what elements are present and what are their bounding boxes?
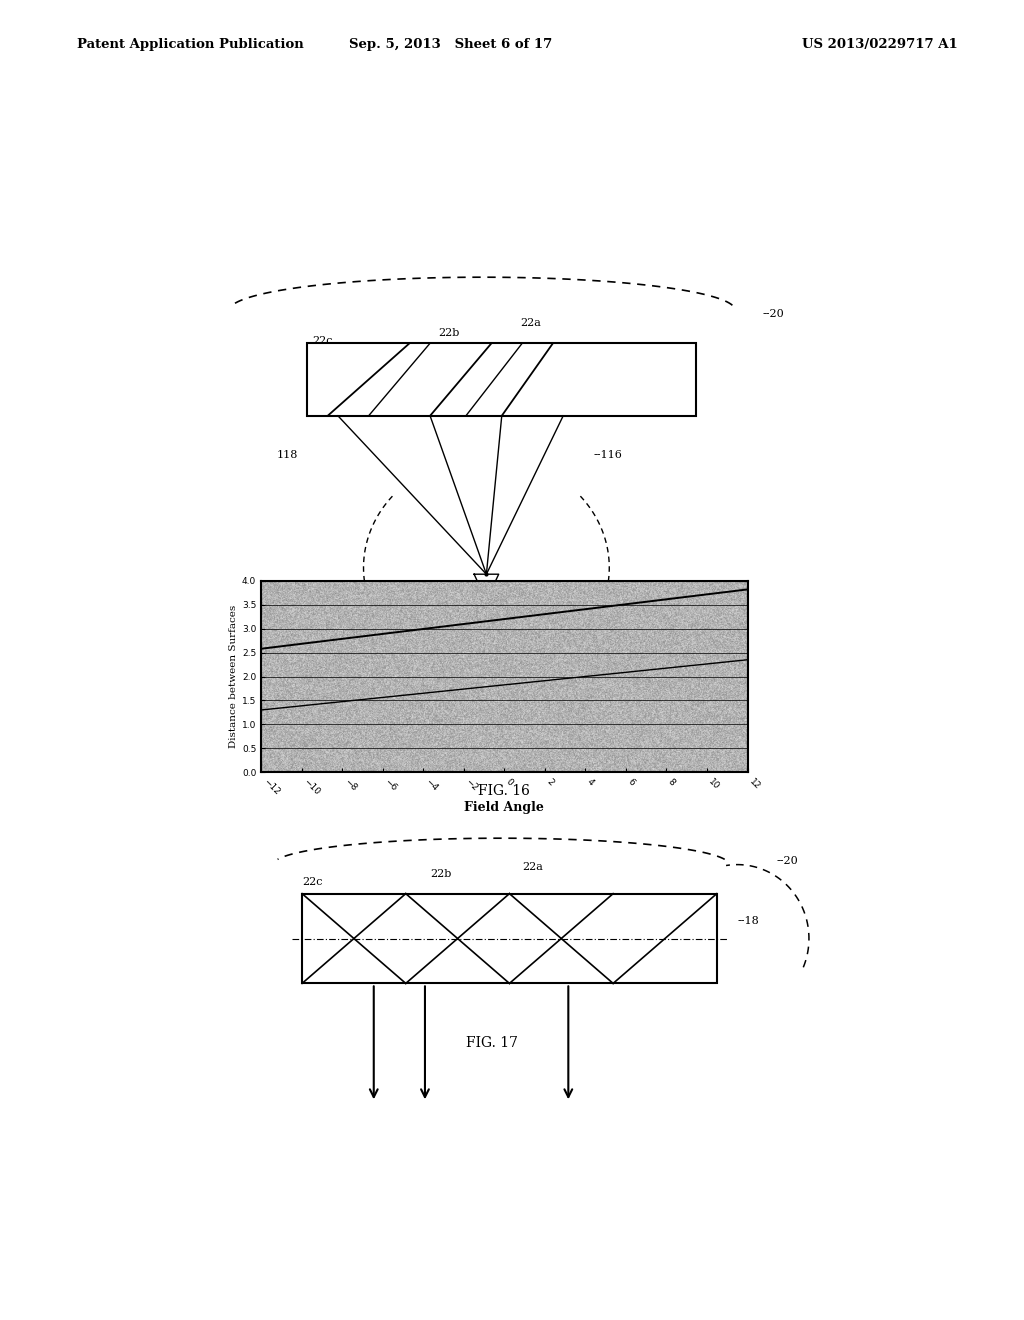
Text: --20: --20 — [763, 309, 784, 319]
Text: 22c: 22c — [312, 335, 333, 346]
Text: --18: --18 — [737, 916, 759, 927]
Text: Patent Application Publication: Patent Application Publication — [77, 38, 303, 51]
X-axis label: Field Angle: Field Angle — [464, 801, 545, 814]
Text: --20: --20 — [776, 855, 798, 866]
Text: 24: 24 — [487, 594, 502, 605]
Bar — [302, 894, 717, 983]
Text: Sep. 5, 2013   Sheet 6 of 17: Sep. 5, 2013 Sheet 6 of 17 — [349, 38, 552, 51]
Text: 22a: 22a — [522, 862, 543, 873]
Text: FIG. 16: FIG. 16 — [478, 784, 529, 799]
Text: US 2013/0229717 A1: US 2013/0229717 A1 — [802, 38, 957, 51]
Text: --119: --119 — [666, 935, 694, 945]
Text: FIG. 17: FIG. 17 — [466, 1036, 517, 1051]
Text: FIG. 15: FIG. 15 — [466, 620, 517, 635]
Text: 22b: 22b — [430, 869, 452, 879]
Text: --116: --116 — [594, 450, 623, 461]
Text: 22b: 22b — [438, 327, 460, 338]
Text: 22a: 22a — [520, 318, 541, 329]
Text: 22c: 22c — [302, 876, 323, 887]
Bar — [307, 343, 696, 416]
Y-axis label: Distance between Surfaces: Distance between Surfaces — [228, 605, 238, 748]
Text: 118: 118 — [276, 450, 298, 461]
